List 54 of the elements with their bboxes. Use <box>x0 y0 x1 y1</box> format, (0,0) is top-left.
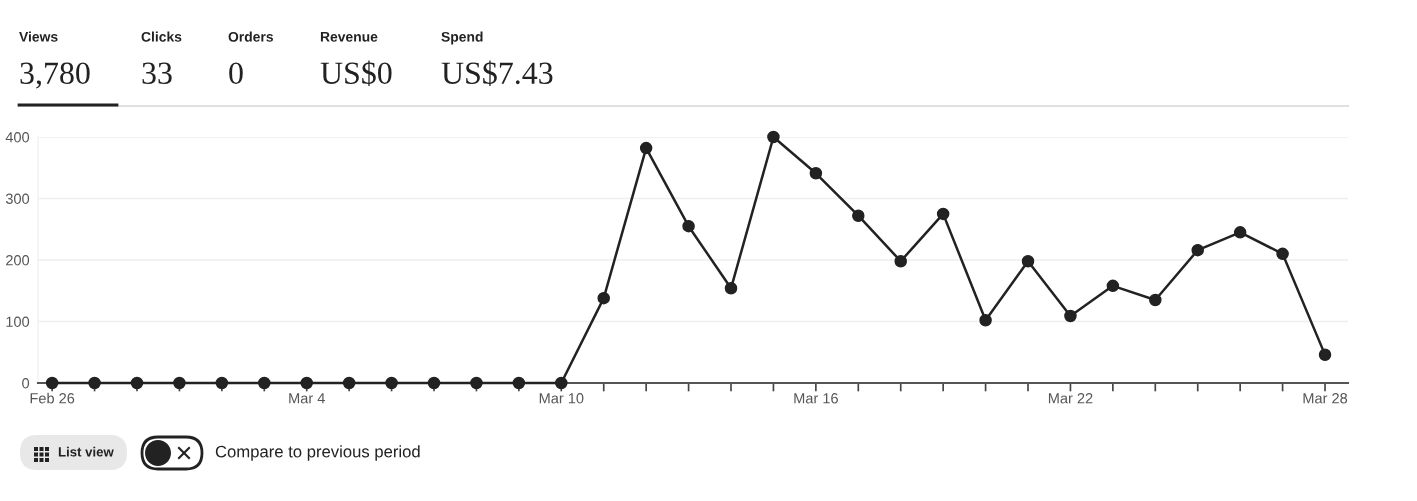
point <box>427 376 441 390</box>
point <box>724 282 738 295</box>
text: Compare to previous period <box>215 445 420 461</box>
point <box>639 141 653 155</box>
text: US$7.43 <box>441 60 553 87</box>
point <box>1064 309 1077 323</box>
y-tick-label: 0 <box>22 378 30 389</box>
point <box>215 376 229 390</box>
text: 0 <box>229 62 243 84</box>
point <box>1106 279 1120 293</box>
point <box>894 254 907 268</box>
text: 33 <box>142 62 172 84</box>
point <box>88 376 101 390</box>
x-tick-label: Mar 22 <box>1048 393 1093 404</box>
point <box>555 376 568 390</box>
point <box>1233 226 1247 239</box>
x-tick-label: Feb 26 <box>30 392 75 404</box>
point <box>342 376 356 390</box>
text: Views <box>19 31 58 42</box>
point <box>767 130 780 144</box>
y-tick-label: 300 <box>5 193 30 204</box>
point <box>852 209 865 222</box>
x-tick-label: Mar 28 <box>1303 393 1348 404</box>
point <box>173 376 186 390</box>
point <box>682 219 695 233</box>
point <box>936 207 950 221</box>
text: Clicks <box>141 31 182 42</box>
text: 3,780 <box>20 62 90 89</box>
point <box>300 376 313 390</box>
point <box>45 376 59 390</box>
point <box>258 376 271 390</box>
point <box>512 376 526 390</box>
point <box>1191 243 1204 257</box>
point <box>385 376 398 390</box>
x-tick-label: Mar 10 <box>539 393 584 404</box>
point <box>979 314 992 327</box>
point <box>1318 348 1332 361</box>
point <box>597 291 610 305</box>
text: List view <box>58 446 114 457</box>
point <box>470 376 483 390</box>
point <box>130 376 144 390</box>
point <box>1149 293 1162 307</box>
x-tick-label: Mar 16 <box>794 393 838 404</box>
point <box>1276 247 1289 261</box>
text: US$0 <box>320 60 392 87</box>
text: Orders <box>228 31 273 42</box>
point <box>809 167 823 180</box>
y-tick-label: 200 <box>6 255 30 266</box>
point <box>1021 254 1035 268</box>
y-tick-label: 400 <box>5 132 30 143</box>
x-tick-label: Mar 4 <box>289 393 325 404</box>
text: Revenue <box>320 32 378 42</box>
y-tick-label: 100 <box>6 316 30 327</box>
text: Spend <box>441 31 483 45</box>
